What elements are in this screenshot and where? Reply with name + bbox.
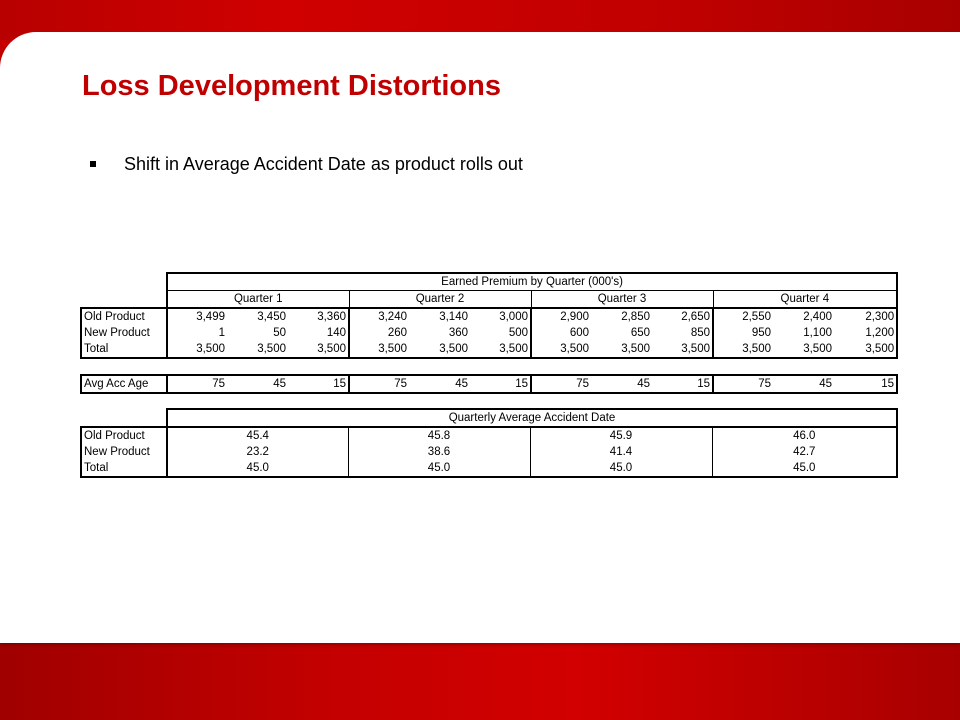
age-cell: 45 <box>227 374 288 394</box>
age-cell: 15 <box>834 374 898 394</box>
accident-date-table: Quarterly Average Accident Date Old Prod… <box>80 408 899 478</box>
avg-acc-age-table: Avg Acc Age 75 45 15 75 45 15 75 45 15 75 45 15 <box>80 374 898 394</box>
premium-cell: 3,500 <box>591 341 652 359</box>
bullet-item: Shift in Average Accident Date as produc… <box>90 152 523 176</box>
quarter-header: Quarter 2 <box>348 290 531 309</box>
table-row: New Product 1 50 140 260 360 500 600 650 850 950 1,… <box>80 325 899 341</box>
premium-cell: 1 <box>166 325 227 341</box>
premium-cell: 3,500 <box>834 341 899 359</box>
premium-cell: 1,200 <box>834 325 899 341</box>
row-label: Old Product <box>80 307 167 325</box>
premium-cell: 2,850 <box>591 307 652 325</box>
premium-cell: 50 <box>273 326 286 339</box>
table-row: Old Product 45.4 45.8 45.9 46.0 <box>80 426 899 444</box>
date-cell: 45.0 <box>529 460 712 478</box>
row-label: Avg Acc Age <box>80 374 167 394</box>
slide-title: Loss Development Distortions <box>82 70 501 102</box>
table-row: Total 3,500 3,500 3,500 3,500 3,500 3,500 3,500… <box>80 341 899 359</box>
premium-cell: 2,400 <box>773 307 834 325</box>
premium-cell: 360 <box>448 326 468 339</box>
date-cell: 38.6 <box>347 444 530 460</box>
quarter-header: Quarter 1 <box>166 290 349 309</box>
age-cell: 75 <box>530 374 591 394</box>
date-cell: 41.4 <box>529 444 712 460</box>
table-row: New Product 23.2 38.6 41.4 42.7 <box>80 444 899 460</box>
earned-premium-table: Earned Premium by Quarter (000's) Quarte… <box>80 272 899 359</box>
premium-cell: 2,300 <box>834 307 899 325</box>
premium-cell: 3,360 <box>288 307 349 325</box>
age-cell: 75 <box>166 374 227 394</box>
premium-cell: 3,500 <box>227 341 288 359</box>
date-cell: 45.0 <box>711 460 899 478</box>
premium-cell: 3,500 <box>712 341 773 359</box>
quarter-header-row: Quarter 1 Quarter 2 Quarter 3 Quarter 4 <box>81 290 899 309</box>
bottom-band <box>0 640 960 720</box>
premium-cell: 850 <box>690 326 710 339</box>
premium-cell: 2,650 <box>652 307 713 325</box>
date-cell: 45.0 <box>166 460 348 478</box>
row-label: Old Product <box>80 426 167 444</box>
date-cell: 42.7 <box>711 444 899 460</box>
premium-cell: 3,499 <box>166 307 227 325</box>
premium-cell: 3,500 <box>348 341 409 359</box>
square-bullet-icon <box>90 161 96 167</box>
age-cell: 75 <box>348 374 409 394</box>
bullet-text: Shift in Average Accident Date as produc… <box>124 153 523 174</box>
row-label: New Product <box>80 325 167 341</box>
premium-cell: 650 <box>630 326 650 339</box>
premium-cell: 3,500 <box>773 341 834 359</box>
date-cell: 45.4 <box>166 426 348 444</box>
date-cell: 45.8 <box>347 426 530 444</box>
age-cell: 75 <box>712 374 773 394</box>
quarter-header: Quarter 4 <box>712 290 899 309</box>
premium-cell: 2,550 <box>712 307 773 325</box>
premium-cell: 3,500 <box>530 341 591 359</box>
date-table-title: Quarterly Average Accident Date <box>165 408 899 428</box>
premium-cell: 2,900 <box>530 307 591 325</box>
quarter-header: Quarter 3 <box>530 290 713 309</box>
date-cell: 45.9 <box>529 426 712 444</box>
age-cell: 15 <box>288 374 349 394</box>
premium-title-row: Earned Premium by Quarter (000's) <box>81 272 899 291</box>
premium-cell: 3,500 <box>166 341 227 359</box>
premium-cell: 3,140 <box>409 307 470 325</box>
row-label: New Product <box>80 444 167 460</box>
age-cell: 15 <box>470 374 531 394</box>
premium-table-title: Earned Premium by Quarter (000's) <box>165 272 899 291</box>
premium-cell: 600 <box>530 325 591 341</box>
premium-cell: 3,500 <box>288 341 349 359</box>
premium-cell: 140 <box>326 326 346 339</box>
premium-cell: 950 <box>712 325 773 341</box>
date-title-row: Quarterly Average Accident Date <box>81 408 899 428</box>
premium-cell: 1,100 <box>803 326 832 339</box>
table-row: Total 45.0 45.0 45.0 45.0 <box>80 460 899 478</box>
premium-cell: 500 <box>508 326 528 339</box>
premium-cell: 3,450 <box>227 307 288 325</box>
premium-cell: 3,240 <box>348 307 409 325</box>
row-label: Total <box>80 460 167 478</box>
premium-cell: 260 <box>348 325 409 341</box>
age-cell: 45 <box>409 374 470 394</box>
row-label: Total <box>80 341 167 359</box>
premium-cell: 3,000 <box>470 307 531 325</box>
date-cell: 23.2 <box>166 444 348 460</box>
date-cell: 45.0 <box>347 460 530 478</box>
premium-cell: 3,500 <box>652 341 713 359</box>
table-row: Old Product 3,499 3,450 3,360 3,240 3,140 3,00… <box>80 307 899 325</box>
premium-cell: 3,500 <box>470 341 531 359</box>
avg-acc-age-row: Avg Acc Age 75 45 15 75 45 15 75 45 15 75 45 15 <box>80 374 898 394</box>
premium-cell: 3,500 <box>409 341 470 359</box>
date-cell: 46.0 <box>711 426 899 444</box>
age-cell: 15 <box>652 374 713 394</box>
age-cell: 45 <box>591 374 652 394</box>
age-cell: 45 <box>773 374 834 394</box>
